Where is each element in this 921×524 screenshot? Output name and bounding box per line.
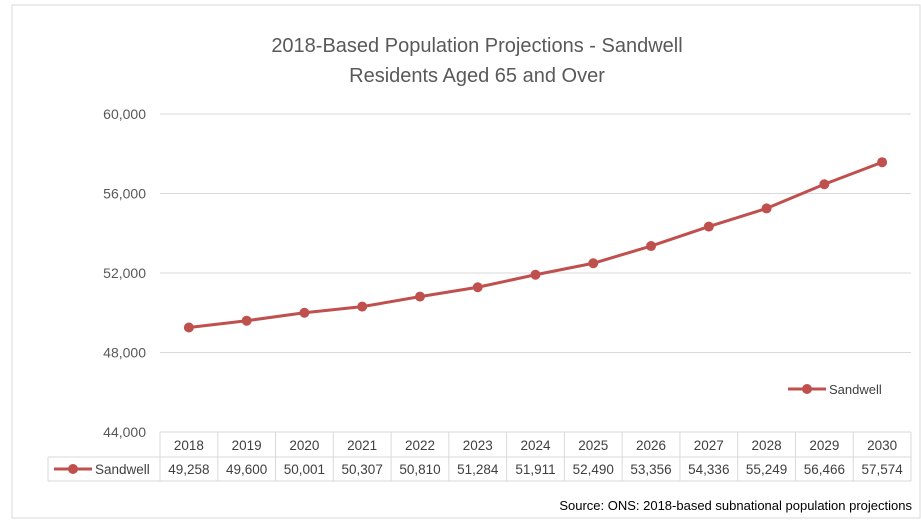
- x-tick-label: 2021: [347, 438, 377, 453]
- table-value: 52,490: [573, 462, 614, 477]
- y-axis: 44,000 48,000 52,000 56,000 60,000: [103, 106, 146, 440]
- x-tick-label: 2018: [174, 438, 204, 453]
- x-tick-label: 2030: [867, 438, 897, 453]
- x-tick-label: 2020: [289, 438, 319, 453]
- table-value: 49,600: [226, 462, 267, 477]
- data-point: [530, 269, 541, 280]
- legend: Sandwell: [788, 382, 882, 397]
- table-value: 50,307: [342, 462, 383, 477]
- y-tick-label: 56,000: [103, 186, 146, 202]
- table-value: 49,258: [168, 462, 209, 477]
- chart-title: 2018-Based Population Projections - Sand…: [271, 35, 682, 57]
- x-tick-label: 2019: [232, 438, 262, 453]
- table-value: 54,336: [688, 462, 729, 477]
- legend-marker: [802, 384, 812, 394]
- series-sandwell: [183, 157, 888, 333]
- y-tick-label: 60,000: [103, 106, 146, 122]
- data-point: [646, 241, 657, 252]
- table-value: 53,356: [630, 462, 671, 477]
- table-value: 50,810: [399, 462, 440, 477]
- data-point: [299, 307, 310, 318]
- y-tick-label: 48,000: [103, 345, 146, 361]
- x-tick-label: 2028: [752, 438, 782, 453]
- table-value: 57,574: [861, 462, 903, 477]
- y-tick-label: 44,000: [103, 424, 146, 440]
- table-legend-marker: [68, 464, 78, 474]
- legend-label: Sandwell: [829, 382, 882, 397]
- data-table: Sandwell 2018 49,258 2019 49,600 2020 50,001 20…: [47, 431, 912, 482]
- data-point: [241, 315, 252, 326]
- data-point: [357, 301, 368, 312]
- x-tick-label: 2026: [636, 438, 666, 453]
- data-point: [761, 203, 772, 214]
- x-tick-label: 2022: [405, 438, 435, 453]
- x-tick-label: 2023: [463, 438, 493, 453]
- table-value: 55,249: [746, 462, 787, 477]
- data-point: [877, 157, 888, 168]
- table-value: 51,284: [457, 462, 499, 477]
- data-point: [819, 179, 830, 190]
- table-value: 51,911: [515, 462, 555, 477]
- data-point: [703, 221, 714, 232]
- data-point: [414, 291, 425, 302]
- source-note: Source: ONS: 2018-based subnational popu…: [559, 498, 912, 513]
- x-tick-label: 2024: [520, 438, 551, 453]
- x-tick-label: 2025: [578, 438, 608, 453]
- data-point: [472, 282, 483, 293]
- chart-subtitle: Residents Aged 65 and Over: [349, 65, 605, 87]
- x-tick-label: 2027: [694, 438, 724, 453]
- data-point: [588, 258, 599, 269]
- table-value: 56,466: [804, 462, 845, 477]
- y-tick-label: 52,000: [103, 265, 146, 281]
- table-series-name: Sandwell: [95, 462, 150, 477]
- data-point: [183, 322, 194, 333]
- table-value: 50,001: [284, 462, 325, 477]
- x-tick-label: 2029: [809, 438, 839, 453]
